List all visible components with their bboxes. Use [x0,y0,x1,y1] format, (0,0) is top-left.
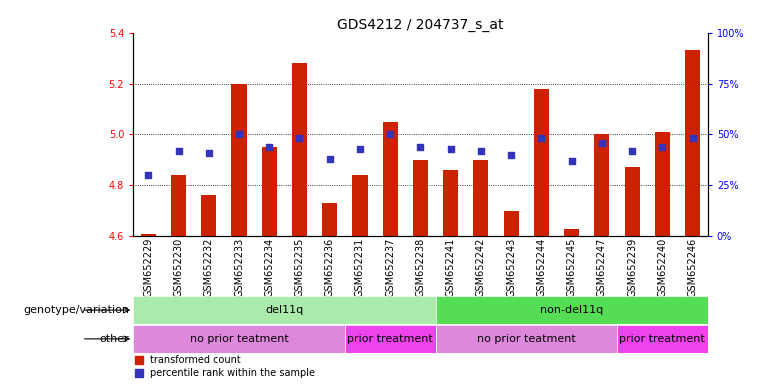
Text: percentile rank within the sample: percentile rank within the sample [151,368,315,379]
Bar [443,170,458,236]
Text: GSM652235: GSM652235 [295,237,304,297]
Text: GSM652230: GSM652230 [174,237,183,296]
Text: no prior teatment: no prior teatment [189,334,288,344]
Point [596,139,608,146]
Bar [564,228,579,236]
Text: GSM652236: GSM652236 [325,237,335,296]
Bar [625,167,640,236]
Text: GSM652238: GSM652238 [416,237,425,296]
Bar [133,325,345,353]
Point [626,147,638,154]
Bar [435,296,708,324]
Text: GSM652244: GSM652244 [537,237,546,296]
Bar [262,147,277,236]
Text: GSM652243: GSM652243 [506,237,516,296]
Bar [594,134,610,236]
Point [686,136,699,142]
Point [466,303,479,309]
Point [173,147,185,154]
Point [415,144,427,150]
Point [656,144,668,150]
Text: prior treatment: prior treatment [347,334,433,344]
Text: prior treatment: prior treatment [619,334,705,344]
Text: GSM652241: GSM652241 [446,237,456,296]
Text: GSM652232: GSM652232 [204,237,214,297]
Title: GDS4212 / 204737_s_at: GDS4212 / 204737_s_at [337,18,504,31]
Bar [383,122,398,236]
Point [466,180,479,187]
Text: GSM652242: GSM652242 [476,237,486,297]
Bar [435,325,617,353]
Point [475,147,487,154]
Text: GSM652245: GSM652245 [567,237,577,297]
Bar [473,160,489,236]
Point [505,152,517,158]
Bar [141,233,156,236]
Point [565,158,578,164]
Text: GSM652237: GSM652237 [385,237,395,297]
Bar [292,63,307,236]
Text: GSM652246: GSM652246 [688,237,698,296]
Point [294,136,306,142]
Point [233,131,245,137]
Point [263,144,275,150]
Bar [133,296,435,324]
Bar [504,211,519,236]
Point [142,172,154,178]
Text: GSM652229: GSM652229 [143,237,153,297]
Text: non-del11q: non-del11q [540,305,603,315]
Text: GSM652234: GSM652234 [264,237,274,296]
Bar [345,325,435,353]
Text: other: other [100,334,129,344]
Bar [685,50,700,236]
Text: del11q: del11q [266,305,304,315]
Text: GSM652231: GSM652231 [355,237,365,296]
Text: GSM652240: GSM652240 [658,237,667,296]
Bar [654,132,670,236]
Bar [171,175,186,236]
Text: transformed count: transformed count [151,355,241,365]
Text: GSM652239: GSM652239 [627,237,637,296]
Bar [617,325,708,353]
Text: no prior teatment: no prior teatment [477,334,575,344]
Point [384,131,396,137]
Bar [231,84,247,236]
Bar [534,89,549,236]
Bar [413,160,428,236]
Bar [352,175,368,236]
Text: GSM652233: GSM652233 [234,237,244,296]
Point [323,156,336,162]
Bar [322,203,337,236]
Point [444,146,457,152]
Bar [201,195,216,236]
Point [535,136,547,142]
Point [202,150,215,156]
Text: GSM652247: GSM652247 [597,237,607,297]
Text: genotype/variation: genotype/variation [24,305,129,315]
Point [354,146,366,152]
